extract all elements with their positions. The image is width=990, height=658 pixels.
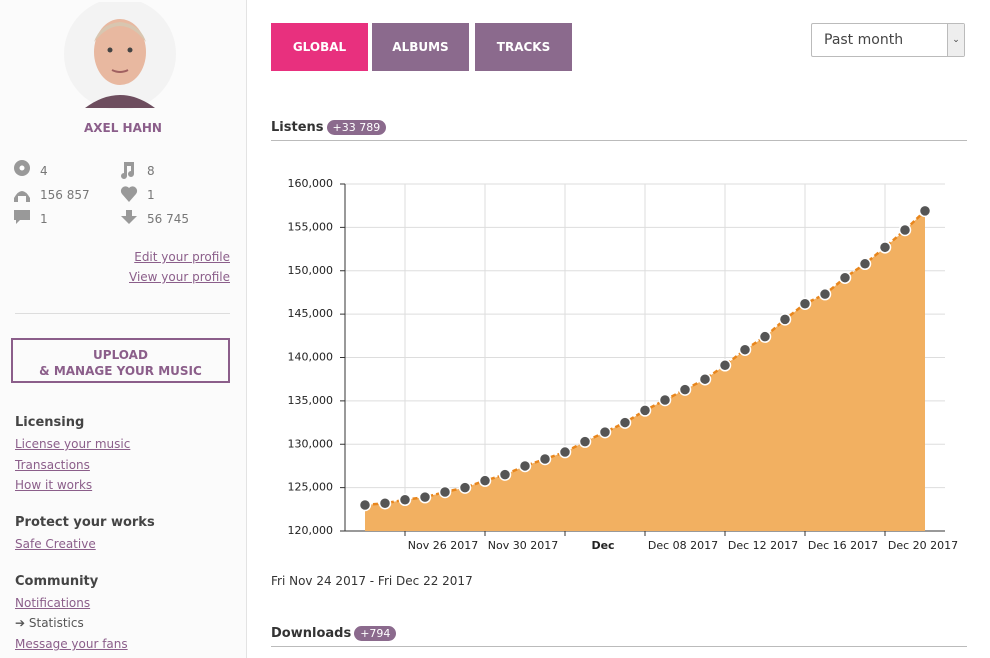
menu-link[interactable]: Transactions bbox=[15, 458, 90, 472]
point bbox=[738, 343, 752, 356]
profile-link[interactable]: Edit your profile bbox=[134, 250, 230, 264]
point bbox=[898, 223, 912, 237]
x-tick-label: Nov 26 2017 bbox=[408, 539, 478, 552]
y-tick-label: 140,000 bbox=[288, 351, 334, 364]
stat: 1 bbox=[147, 188, 155, 202]
stat-icons bbox=[14, 160, 138, 224]
label: & MANAGE YOUR MUSIC bbox=[39, 364, 202, 378]
menu-current[interactable]: ➔ Statistics bbox=[15, 616, 84, 630]
stat: 56 745 bbox=[147, 212, 189, 226]
point bbox=[718, 359, 732, 372]
y-tick-label: 160,000 bbox=[288, 177, 334, 190]
x-tick-label: Nov 30 2017 bbox=[488, 539, 558, 552]
y-tick-label: 145,000 bbox=[288, 307, 334, 320]
label: Listens bbox=[271, 120, 324, 135]
point bbox=[438, 485, 452, 499]
point bbox=[918, 204, 932, 218]
point bbox=[578, 435, 592, 448]
menu-link[interactable]: Safe Creative bbox=[15, 537, 96, 551]
point bbox=[518, 459, 532, 473]
point bbox=[698, 372, 712, 386]
point bbox=[458, 481, 472, 494]
x-tick-label: Dec 20 2017 bbox=[888, 539, 958, 552]
divider bbox=[15, 313, 230, 314]
point bbox=[358, 498, 372, 512]
x-tick-label: Dec bbox=[591, 539, 614, 552]
point bbox=[418, 490, 432, 504]
label: UPLOAD bbox=[93, 348, 148, 362]
chart: 120,000 125,000 130,000 135,000 140,000 145,0… bbox=[288, 177, 959, 552]
badge: +33 789 bbox=[326, 120, 387, 135]
stat: 8 bbox=[147, 164, 155, 178]
x-tick-label: Dec 16 2017 bbox=[808, 539, 878, 552]
point bbox=[778, 313, 792, 326]
x-tick-label: Dec 12 2017 bbox=[728, 539, 798, 552]
menu-link[interactable]: License your music bbox=[15, 437, 131, 451]
point bbox=[878, 241, 892, 254]
label: Past month bbox=[824, 32, 904, 48]
period-select[interactable]: Past month ⌄ bbox=[811, 23, 965, 57]
stat: 4 bbox=[40, 164, 48, 178]
point bbox=[838, 271, 852, 284]
point bbox=[638, 404, 652, 417]
point bbox=[378, 496, 392, 510]
point bbox=[618, 416, 632, 429]
user-name: AXEL HAHN bbox=[84, 121, 162, 135]
label: Downloads bbox=[271, 626, 352, 641]
menu-title: Protect your works bbox=[15, 515, 155, 530]
point bbox=[558, 445, 572, 459]
point bbox=[538, 452, 552, 466]
section-header: Downloads +794 bbox=[271, 626, 967, 647]
date-range: Fri Nov 24 2017 - Fri Dec 22 2017 bbox=[271, 574, 473, 588]
stat: 156 857 bbox=[40, 188, 90, 202]
menu-title: Community bbox=[15, 574, 99, 589]
point bbox=[478, 474, 492, 487]
point bbox=[858, 257, 872, 271]
avatar bbox=[64, 2, 176, 110]
area bbox=[365, 210, 925, 531]
point bbox=[798, 297, 812, 310]
point bbox=[658, 393, 672, 407]
y-tick-label: 130,000 bbox=[288, 437, 334, 450]
point bbox=[598, 425, 612, 439]
point bbox=[678, 383, 692, 396]
point bbox=[758, 330, 772, 343]
tab[interactable]: TRACKS bbox=[475, 23, 572, 71]
section-header: Listens +33 789 bbox=[271, 120, 967, 141]
upload-button[interactable]: UPLOAD & MANAGE YOUR MUSIC bbox=[11, 338, 230, 383]
label: Statistics bbox=[28, 616, 84, 630]
y-tick-label: 135,000 bbox=[288, 394, 334, 407]
profile-link[interactable]: View your profile bbox=[129, 270, 230, 284]
sidebar: AXEL HAHN 4 8 156 857 1 1 56 745 Edit yo… bbox=[0, 0, 247, 658]
point bbox=[398, 493, 412, 507]
y-tick-label: 150,000 bbox=[288, 264, 334, 277]
point bbox=[818, 287, 832, 301]
y-tick-label: 120,000 bbox=[288, 524, 334, 537]
y-tick-label: 155,000 bbox=[288, 220, 334, 233]
menu-link[interactable]: Message your fans bbox=[15, 637, 128, 651]
stat: 1 bbox=[40, 212, 48, 226]
menu-link[interactable]: Notifications bbox=[15, 596, 91, 610]
menu-title: Licensing bbox=[15, 415, 85, 430]
menu-link[interactable]: How it works bbox=[15, 478, 93, 492]
x-tick-label: Dec 08 2017 bbox=[648, 539, 718, 552]
select-arrow: ⌄ bbox=[947, 24, 964, 56]
y-tick-label: 125,000 bbox=[288, 481, 334, 494]
tab-active[interactable]: GLOBAL bbox=[271, 23, 368, 71]
tab[interactable]: ALBUMS bbox=[372, 23, 469, 71]
point bbox=[498, 468, 512, 481]
badge: +794 bbox=[354, 626, 397, 641]
